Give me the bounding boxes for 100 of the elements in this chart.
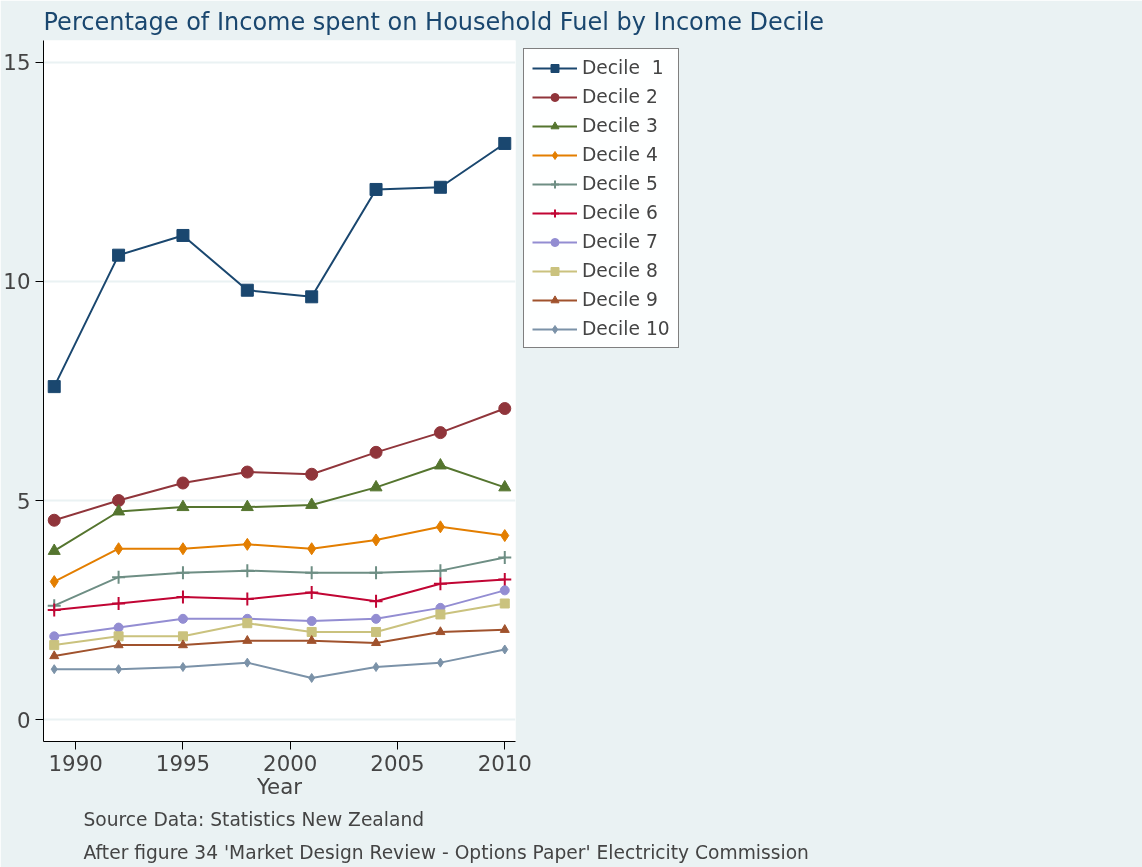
point [368, 593, 384, 609]
point [49, 575, 59, 589]
point [240, 465, 254, 479]
legend-label: Decile 9 [582, 289, 658, 310]
point [176, 476, 190, 490]
point [306, 616, 317, 627]
point [242, 537, 252, 551]
point [112, 504, 126, 516]
point [47, 380, 61, 394]
point [111, 569, 127, 585]
legend-label: Decile 4 [582, 144, 658, 165]
point [47, 543, 61, 555]
point [497, 571, 513, 587]
point [307, 542, 317, 556]
point [239, 591, 255, 607]
point [371, 533, 381, 547]
y-tick-label: 15 [3, 50, 31, 76]
point [435, 626, 446, 636]
point [308, 672, 316, 683]
x-tick-label: 1990 [48, 750, 103, 776]
point [242, 635, 253, 644]
point [49, 650, 60, 660]
point [372, 662, 380, 673]
point [433, 180, 447, 194]
point [112, 248, 126, 262]
point [432, 576, 448, 592]
point [240, 499, 254, 512]
point [369, 445, 383, 459]
point [432, 563, 448, 579]
point [176, 499, 190, 512]
point [306, 635, 317, 644]
point [50, 664, 58, 675]
legend-label: Decile 10 [582, 318, 670, 339]
point [305, 467, 319, 481]
point [498, 402, 512, 416]
point [240, 283, 254, 297]
y-tick-label: 5 [16, 488, 31, 514]
y-tick-label: 10 [3, 269, 31, 295]
point [369, 182, 383, 196]
point [497, 549, 513, 565]
point [499, 624, 510, 633]
point [499, 585, 510, 596]
point [177, 613, 188, 624]
legend-label: Decile 1 [582, 57, 664, 78]
x-tick-label: 2005 [370, 750, 425, 776]
point [433, 458, 447, 470]
point [371, 613, 382, 624]
point [242, 618, 253, 629]
x-tick-label: 2000 [263, 750, 318, 776]
chart-title: Percentage of Income spent on Household Fuel by Income Decile [43, 7, 825, 36]
point [304, 585, 320, 601]
point [115, 664, 123, 675]
point [433, 426, 447, 440]
point [47, 513, 61, 527]
point [178, 542, 188, 556]
point [306, 626, 317, 637]
point [304, 565, 320, 581]
point [49, 631, 60, 642]
point [179, 662, 187, 673]
legend-label: Decile 6 [582, 202, 658, 223]
point [368, 565, 384, 581]
point [371, 637, 382, 647]
point [112, 494, 126, 508]
source-note: Source Data: Statistics New Zealand [83, 808, 425, 830]
point [114, 542, 124, 556]
point [113, 639, 124, 649]
point [175, 589, 191, 605]
point [49, 640, 60, 651]
point [113, 622, 124, 633]
point [46, 602, 62, 618]
x-axis-title: Year [255, 773, 303, 799]
point [369, 479, 383, 492]
point [305, 497, 319, 509]
legend-label: Decile 2 [582, 86, 658, 107]
point [498, 136, 512, 150]
point [435, 609, 446, 620]
point [371, 626, 382, 637]
text: After figure 34 'Market Design Review - Options Paper' Electricity Commission [83, 841, 809, 863]
y-tick-label: 0 [16, 707, 31, 733]
legend-label: Decile 5 [582, 173, 658, 194]
point [501, 644, 509, 655]
point [111, 595, 127, 611]
point [435, 520, 445, 534]
point [176, 228, 190, 242]
point [175, 565, 191, 581]
legend-label: Decile 3 [582, 115, 658, 136]
point [500, 529, 510, 543]
x-tick-label: 2010 [477, 750, 532, 776]
point [305, 290, 319, 304]
point [239, 563, 255, 579]
point [499, 598, 510, 609]
x-tick-label: 1995 [155, 750, 211, 776]
point [177, 631, 188, 642]
point [113, 631, 124, 642]
legend-label: Decile 7 [582, 231, 658, 252]
point [177, 639, 188, 649]
point [436, 657, 444, 668]
legend-label: Decile 8 [582, 260, 658, 281]
point [243, 657, 251, 668]
point [498, 479, 512, 492]
